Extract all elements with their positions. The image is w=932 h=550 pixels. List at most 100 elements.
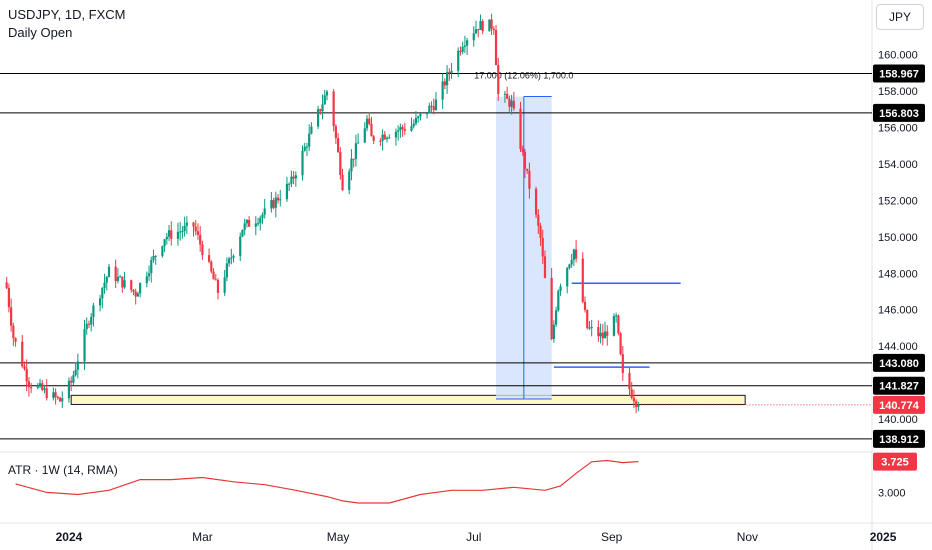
- candle-body: [472, 33, 475, 41]
- candle-body: [603, 331, 607, 339]
- candle-body: [38, 383, 42, 386]
- candle-body: [434, 99, 438, 110]
- x-tick-label: May: [327, 530, 350, 544]
- candle-body: [183, 225, 186, 232]
- candle-body: [503, 93, 507, 95]
- candle-body: [223, 277, 226, 293]
- candle-body: [428, 105, 431, 114]
- candle-body: [508, 98, 511, 107]
- price-level-tag-label: 138.912: [879, 434, 919, 446]
- candle-body: [321, 104, 324, 112]
- candle-body: [36, 385, 39, 388]
- candle-body: [494, 30, 498, 66]
- candle-body: [348, 171, 351, 190]
- candle-body: [239, 236, 242, 256]
- candle-body: [559, 286, 562, 291]
- candle-body: [379, 140, 382, 142]
- candle-body: [630, 389, 633, 398]
- atr-line: [15, 459, 639, 504]
- candle-body: [337, 138, 340, 153]
- candle-body: [7, 287, 10, 308]
- candle-body: [352, 158, 355, 160]
- candle-body: [232, 255, 235, 258]
- candle-body: [101, 287, 104, 299]
- y-tick-label: 156.000: [878, 123, 918, 135]
- candle-body: [339, 152, 342, 175]
- candle-body: [21, 341, 24, 367]
- candle-body: [259, 217, 262, 224]
- y-tick-label: 148.000: [878, 268, 918, 280]
- candle-body: [381, 134, 384, 141]
- candle-body: [521, 149, 524, 152]
- candle-body: [23, 366, 26, 369]
- candle-body: [201, 244, 204, 256]
- candle-body: [196, 231, 200, 235]
- candle-body: [98, 298, 102, 306]
- atr-value-tag-label: 3.725: [881, 457, 909, 469]
- candle-body: [510, 100, 513, 107]
- y-tick-label: 152.000: [878, 195, 918, 207]
- candle-body: [134, 291, 137, 297]
- candle-body: [243, 223, 246, 230]
- candle-body: [41, 383, 44, 390]
- candle-body: [272, 200, 275, 208]
- candle-body: [27, 381, 31, 388]
- candle-body: [85, 323, 88, 330]
- candle-body: [285, 183, 289, 200]
- candle-body: [619, 333, 622, 355]
- candle-body: [372, 136, 375, 141]
- candle-body: [116, 276, 119, 282]
- candle-body: [10, 307, 13, 326]
- candle-body: [30, 387, 33, 389]
- candle-body: [570, 259, 573, 265]
- candle-body: [481, 21, 484, 32]
- candle-body: [526, 168, 529, 171]
- candle-body: [492, 28, 495, 31]
- x-tick-label: Sep: [601, 530, 623, 544]
- candle-body: [87, 323, 91, 325]
- candle-body: [107, 266, 111, 278]
- candle-body: [539, 225, 542, 238]
- candle-body: [176, 231, 180, 239]
- candle-body: [417, 116, 420, 119]
- candle-body: [459, 50, 462, 52]
- candle-body: [270, 200, 273, 209]
- candle-body: [537, 214, 540, 226]
- candle-body: [457, 50, 460, 71]
- candle-body: [461, 46, 464, 52]
- candle-body: [54, 392, 57, 397]
- candle-body: [550, 277, 553, 340]
- candle-body: [303, 146, 306, 151]
- candle-body: [56, 396, 59, 398]
- candle-body: [150, 260, 153, 274]
- candle-body: [194, 226, 197, 232]
- price-level-tag: [873, 429, 925, 448]
- candle-body: [412, 123, 415, 127]
- candle-body: [403, 128, 406, 131]
- candle-body: [479, 21, 482, 30]
- candle-body: [167, 230, 171, 237]
- candle-body: [12, 325, 15, 339]
- candle-body: [230, 257, 233, 259]
- current-price-tag-label: 140.774: [879, 400, 920, 412]
- candle-body: [225, 263, 228, 278]
- candle-body: [165, 236, 168, 240]
- candle-body: [83, 329, 86, 362]
- candle-body: [599, 332, 602, 337]
- currency-button[interactable]: JPY: [876, 4, 924, 30]
- candle-body: [263, 208, 266, 215]
- y-tick-label: 144.000: [878, 341, 918, 353]
- candle-body: [161, 246, 164, 256]
- atr-legend: ATR · 1W (14, RMA): [8, 463, 118, 477]
- y-tick-label: 140.000: [878, 414, 918, 426]
- candle-body: [114, 266, 117, 282]
- x-tick-label: Nov: [737, 530, 758, 544]
- candle-body: [279, 199, 282, 201]
- candle-body: [628, 372, 631, 390]
- candle-body: [383, 134, 386, 140]
- x-tick-label: Jul: [466, 530, 481, 544]
- candle-body: [103, 282, 106, 288]
- candle-body: [497, 65, 500, 94]
- y-tick-label: 150.000: [878, 232, 918, 244]
